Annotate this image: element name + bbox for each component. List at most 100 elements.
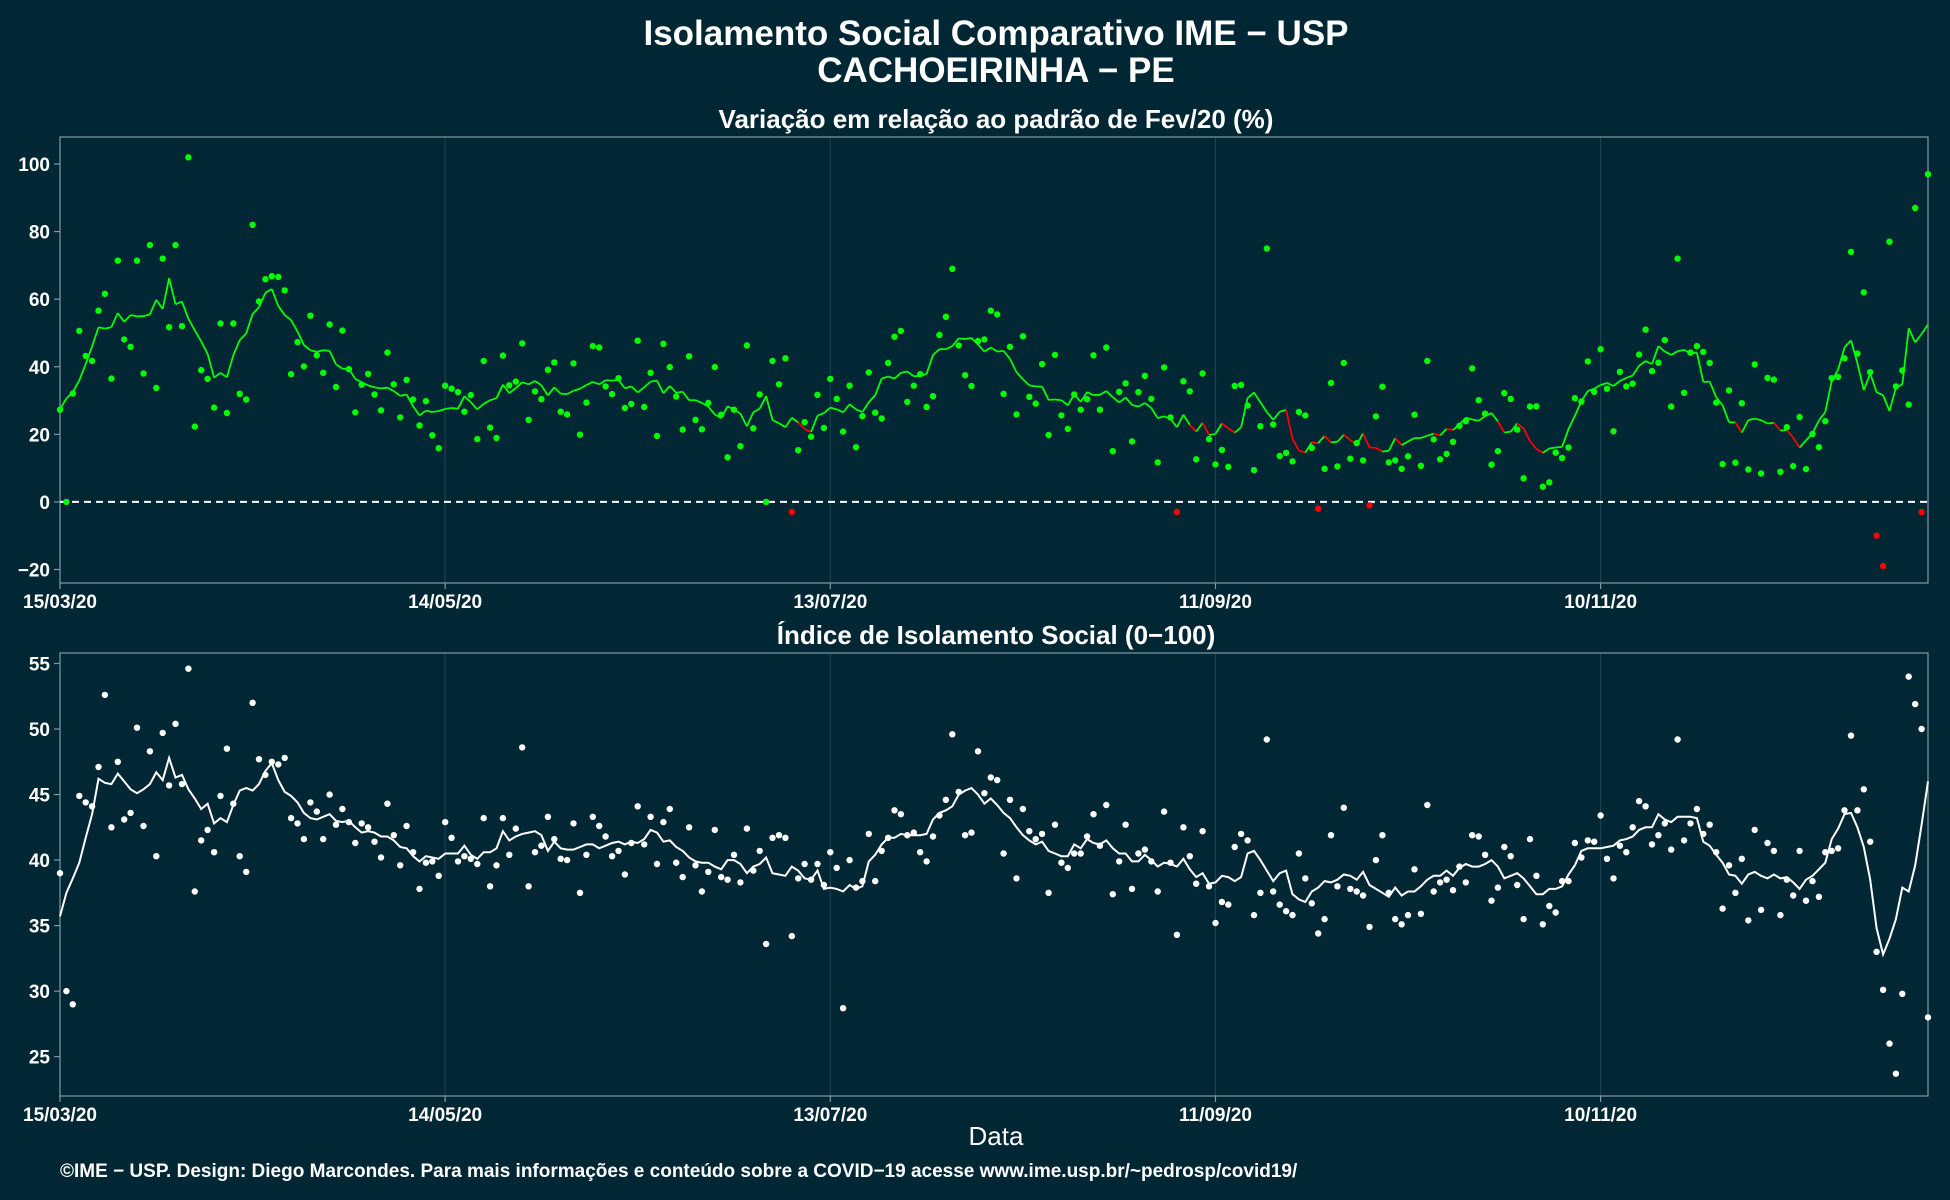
data-point xyxy=(345,818,353,826)
moving-average-segment xyxy=(624,385,632,390)
moving-average-segment xyxy=(91,326,100,347)
data-point xyxy=(364,370,372,378)
data-point xyxy=(1148,858,1155,865)
data-point xyxy=(1372,856,1380,864)
moving-average-segment xyxy=(1086,391,1094,396)
y-tick-label: −20 xyxy=(18,560,50,581)
data-point xyxy=(1546,902,1553,910)
data-point xyxy=(583,399,590,406)
data-point xyxy=(801,419,808,426)
moving-average-segment xyxy=(1144,402,1152,409)
moving-average-segment xyxy=(117,312,125,323)
y-tick-label: 35 xyxy=(29,917,51,938)
data-point xyxy=(563,411,571,418)
moving-average-segment xyxy=(1234,426,1242,434)
data-point xyxy=(839,428,847,435)
x-tick-label: 10/11/20 xyxy=(1564,1105,1637,1126)
data-point xyxy=(1090,811,1097,818)
moving-average-segment xyxy=(656,380,665,394)
data-point xyxy=(461,408,468,415)
data-point xyxy=(1289,911,1296,919)
moving-average-segment xyxy=(1060,399,1069,406)
data-point xyxy=(1122,821,1129,828)
data-point xyxy=(1526,835,1534,843)
data-point xyxy=(551,835,558,843)
moving-average-segment xyxy=(1792,437,1801,449)
moving-average-segment xyxy=(1696,352,1705,383)
data-point xyxy=(1128,438,1136,445)
data-point xyxy=(1250,466,1258,474)
x-tick-label: 13/07/20 xyxy=(793,592,867,613)
data-point xyxy=(1411,866,1418,873)
data-point xyxy=(1154,888,1161,895)
data-point xyxy=(621,871,629,878)
data-point xyxy=(1019,805,1027,813)
data-point xyxy=(673,859,680,866)
moving-average-segment xyxy=(508,387,517,394)
data-point xyxy=(435,872,442,879)
data-point xyxy=(1212,461,1219,468)
data-point xyxy=(1071,850,1078,857)
data-point xyxy=(1571,395,1579,402)
data-point xyxy=(1552,449,1559,456)
moving-average-segment xyxy=(130,314,138,318)
data-point xyxy=(185,665,192,672)
moving-average-segment xyxy=(502,384,511,394)
y-tick-label: 0 xyxy=(39,493,50,514)
data-point xyxy=(371,838,378,845)
data-point xyxy=(1276,452,1283,460)
moving-average-segment xyxy=(849,403,857,411)
data-point xyxy=(320,835,327,843)
data-point xyxy=(153,384,160,392)
data-point xyxy=(859,412,866,420)
moving-average-segment xyxy=(836,408,844,414)
data-point xyxy=(442,382,449,389)
moving-average-segment xyxy=(251,306,260,315)
data-point xyxy=(1693,342,1701,350)
moving-average-segment xyxy=(1638,360,1647,367)
data-point xyxy=(576,431,584,438)
moving-average-segment xyxy=(784,417,793,428)
data-point xyxy=(942,313,950,320)
data-point xyxy=(1764,839,1771,847)
data-point xyxy=(1270,421,1277,428)
moving-average-segment xyxy=(1131,404,1139,408)
moving-average-segment xyxy=(219,372,228,378)
moving-average-segment xyxy=(1882,394,1891,412)
data-point xyxy=(429,858,436,865)
moving-average-segment xyxy=(1375,447,1383,453)
moving-average-segment xyxy=(1497,421,1506,434)
data-point xyxy=(403,822,410,830)
moving-average-segment xyxy=(1279,409,1287,413)
data-point xyxy=(133,724,141,731)
data-point xyxy=(1790,892,1797,899)
data-point xyxy=(1751,826,1758,834)
data-point xyxy=(249,699,256,706)
data-point xyxy=(88,357,96,365)
data-point xyxy=(1822,418,1829,425)
data-point xyxy=(756,847,763,855)
data-point xyxy=(300,835,308,843)
moving-average-segment xyxy=(1002,350,1011,360)
data-point xyxy=(968,829,975,836)
data-point xyxy=(1680,837,1688,844)
data-point xyxy=(839,1005,847,1012)
moving-average-segment xyxy=(206,353,215,378)
data-point xyxy=(1456,863,1463,870)
moving-average-segment xyxy=(893,372,902,380)
x-tick-label: 13/07/20 xyxy=(793,1105,867,1126)
data-point xyxy=(795,875,802,882)
moving-average-segment xyxy=(765,395,774,421)
data-point xyxy=(878,847,885,855)
data-point xyxy=(474,435,481,443)
data-point xyxy=(1899,990,1906,997)
panel-border xyxy=(59,136,1929,584)
data-point xyxy=(448,385,455,392)
moving-average-segment xyxy=(990,346,998,353)
moving-average-segment xyxy=(1433,432,1441,437)
data-point xyxy=(1006,343,1014,350)
data-point xyxy=(198,366,205,374)
data-point xyxy=(1757,470,1765,477)
moving-average-segment xyxy=(1907,327,1916,343)
data-point xyxy=(56,870,64,877)
